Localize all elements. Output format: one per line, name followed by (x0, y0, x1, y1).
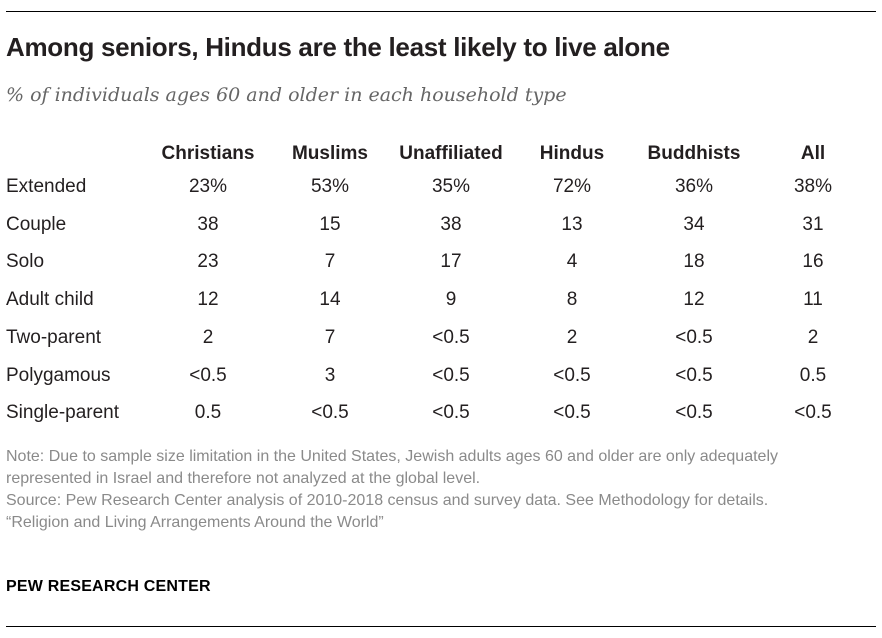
table-cell: <0.5 (794, 402, 832, 424)
top-rule (6, 11, 876, 12)
table-cell: 36% (674, 176, 714, 197)
table-cell: 0.5 (799, 364, 827, 386)
table-row: Solo 23 7 17 4 18 16 (0, 251, 882, 289)
table-cell: 38 (440, 213, 462, 235)
row-label: Solo (6, 251, 45, 273)
row-label: Couple (6, 213, 67, 235)
table-row: Adult child 12 14 9 8 12 11 (0, 289, 882, 327)
source-text: Source: Pew Research Center analysis of … (6, 492, 769, 509)
table-cell: <0.5 (432, 402, 470, 424)
table-cell: 23% (188, 176, 228, 197)
row-label: Two-parent (6, 326, 102, 348)
table-row: Single-parent 0.5 <0.5 <0.5 <0.5 <0.5 <0.5 (0, 402, 882, 440)
chart-title: Among seniors, Hindus are the least like… (6, 32, 670, 62)
notes-block: Note: Due to sample size limitation in t… (6, 446, 866, 534)
table-cell: 16 (802, 251, 824, 273)
table-cell: 4 (566, 251, 578, 273)
chart-subtitle: % of individuals ages 60 and older in ea… (6, 84, 567, 106)
table-cell: 34 (683, 213, 705, 235)
table-cell: 2 (566, 326, 578, 348)
column-header: Muslims (291, 143, 369, 164)
row-label: Extended (6, 176, 87, 197)
table-cell: 13 (561, 213, 583, 235)
column-header: Hindus (539, 143, 605, 164)
table-cell: 38% (793, 176, 833, 197)
table-cell: 12 (683, 289, 705, 311)
table-cell: <0.5 (675, 402, 713, 424)
table-cell: 11 (803, 289, 823, 311)
table-cell: 0.5 (194, 402, 222, 424)
table-cell: 72% (552, 176, 592, 197)
table-cell: <0.5 (675, 364, 713, 386)
table-cell: <0.5 (432, 326, 470, 348)
row-label: Single-parent (6, 402, 120, 424)
table-cell: <0.5 (553, 402, 591, 424)
table-cell: 7 (324, 326, 336, 348)
table-cell: 12 (197, 289, 219, 311)
bottom-rule (6, 626, 876, 627)
table-cell: 23 (197, 251, 219, 273)
table-row: Polygamous <0.5 3 <0.5 <0.5 <0.5 0.5 (0, 365, 882, 403)
table-cell: 8 (566, 289, 578, 311)
table-cell: 18 (683, 251, 705, 273)
table-cell: <0.5 (675, 326, 713, 348)
table-cell: 14 (319, 289, 341, 311)
table-cell: <0.5 (189, 364, 227, 386)
table-cell: <0.5 (553, 364, 591, 386)
pew-research-center-logo: PEW RESEARCH CENTER (6, 578, 211, 595)
table-cell: 2 (202, 326, 214, 348)
row-label: Polygamous (6, 364, 111, 386)
table-row: Two-parent 2 7 <0.5 2 <0.5 2 (0, 327, 882, 365)
column-header: Unaffiliated (399, 143, 503, 164)
table-cell: <0.5 (311, 402, 349, 424)
table-cell: 31 (802, 213, 824, 235)
table-row: Couple 38 15 38 13 34 31 (0, 214, 882, 252)
row-label: Adult child (6, 289, 94, 311)
table-cell: 15 (319, 213, 341, 235)
note-text: Note: Due to sample size limitation in t… (6, 448, 778, 487)
table-row: Extended 23% 53% 35% 72% 36% 38% (0, 176, 882, 214)
column-header: Buddhists (647, 143, 741, 164)
table-cell: 9 (445, 289, 457, 311)
table-cell: 3 (324, 364, 336, 386)
table-cell: 7 (324, 251, 336, 273)
table-cell: 53% (310, 176, 350, 197)
report-title: “Religion and Living Arrangements Around… (6, 514, 384, 531)
table-cell: 2 (807, 326, 819, 348)
column-header: Christians (161, 143, 255, 164)
table-cell: 38 (197, 213, 219, 235)
table-cell: 35% (431, 176, 471, 197)
table-cell: 17 (440, 251, 462, 273)
table-cell: <0.5 (432, 364, 470, 386)
column-header: All (800, 143, 826, 164)
